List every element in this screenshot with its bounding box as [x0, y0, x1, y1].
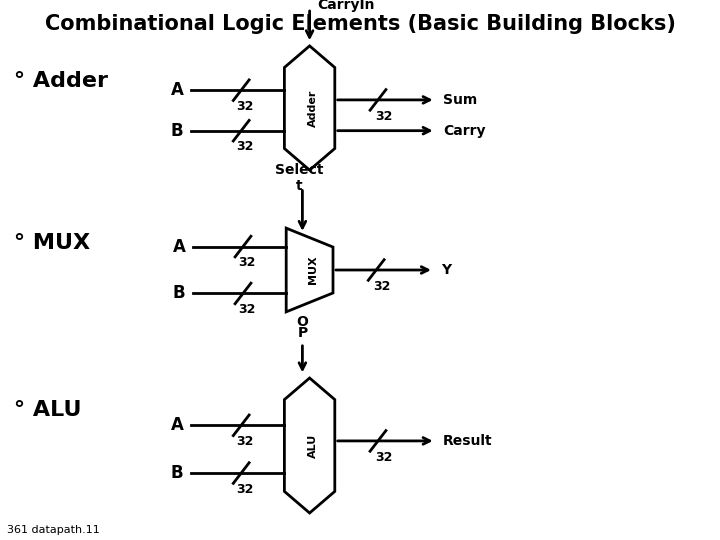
Text: CarryIn: CarryIn [317, 0, 374, 12]
Text: 32: 32 [236, 140, 253, 153]
Text: ° ALU: ° ALU [14, 400, 82, 421]
Text: Carry: Carry [443, 124, 485, 138]
Text: A: A [171, 416, 184, 434]
Text: B: B [171, 122, 184, 140]
Text: Y: Y [441, 263, 451, 277]
Text: ° MUX: ° MUX [14, 233, 91, 253]
Text: Combinational Logic Elements (Basic Building Blocks): Combinational Logic Elements (Basic Buil… [45, 14, 675, 33]
Text: 32: 32 [375, 450, 392, 464]
Text: Select: Select [274, 163, 323, 177]
Text: Adder: Adder [308, 89, 318, 127]
Text: 32: 32 [236, 435, 253, 448]
Text: 32: 32 [236, 100, 253, 113]
Text: Result: Result [443, 434, 492, 448]
Text: P: P [297, 326, 307, 340]
Text: ALU: ALU [308, 434, 318, 457]
Text: 32: 32 [373, 280, 391, 293]
Text: 32: 32 [236, 483, 253, 496]
Text: ° Adder: ° Adder [14, 71, 109, 91]
Text: Sum: Sum [443, 93, 477, 107]
Text: 361 datapath.11: 361 datapath.11 [7, 524, 100, 535]
Text: MUX: MUX [308, 255, 318, 285]
Text: 32: 32 [238, 256, 256, 269]
Text: A: A [173, 238, 185, 255]
Text: O: O [297, 315, 308, 329]
Text: B: B [171, 464, 184, 482]
Text: 32: 32 [375, 110, 392, 123]
Text: t: t [295, 179, 302, 193]
Polygon shape [284, 46, 335, 170]
Text: 32: 32 [238, 303, 256, 316]
Text: B: B [173, 285, 185, 302]
Polygon shape [284, 378, 335, 513]
Polygon shape [287, 228, 333, 312]
Text: A: A [171, 81, 184, 99]
